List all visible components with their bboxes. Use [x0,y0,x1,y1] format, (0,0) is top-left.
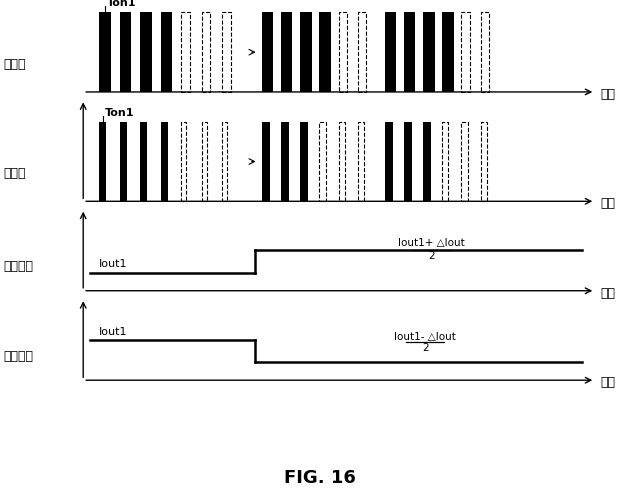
Bar [481,122,487,201]
Bar [385,12,396,92]
Bar [140,122,147,201]
Bar [358,122,364,201]
Text: Iout1: Iout1 [99,327,128,337]
Bar [481,12,489,92]
Bar [300,122,308,201]
Bar [281,12,292,92]
Bar [319,12,331,92]
Bar [358,12,367,92]
Text: 時間: 時間 [600,88,615,101]
Text: Iout1- △Iout: Iout1- △Iout [394,332,456,342]
Bar [339,122,345,201]
Bar [120,122,127,201]
Bar [222,122,227,201]
Bar [423,12,435,92]
Bar [339,12,347,92]
Bar [442,12,454,92]
Text: パルス: パルス [3,167,26,180]
Bar [404,12,415,92]
Bar [222,12,231,92]
Bar [99,12,111,92]
Bar [423,122,431,201]
Bar [404,122,412,201]
Bar [385,122,393,201]
Text: 2: 2 [422,343,429,353]
Bar [461,122,468,201]
Bar [281,122,289,201]
Text: 出力電流: 出力電流 [3,260,33,273]
Bar [181,122,186,201]
Bar [442,122,449,201]
Text: Ton1: Ton1 [107,0,136,8]
Text: 2: 2 [428,250,435,261]
Bar [319,122,326,201]
Text: パルス: パルス [3,58,26,71]
Bar [202,122,207,201]
Text: 時間: 時間 [600,376,615,389]
Text: 時間: 時間 [600,287,615,300]
Bar [262,12,273,92]
Text: Iout1+ △Iout: Iout1+ △Iout [398,238,465,248]
Text: Ton1: Ton1 [105,108,134,118]
Bar [181,12,190,92]
Bar [202,12,211,92]
Text: Iout1: Iout1 [99,259,128,269]
Bar [120,12,131,92]
Bar [161,12,172,92]
Bar [140,12,152,92]
Bar [161,122,168,201]
Text: FIG. 16: FIG. 16 [284,469,356,487]
Text: 出力電流: 出力電流 [3,350,33,363]
Bar [262,122,270,201]
Bar [99,122,106,201]
Text: 時間: 時間 [600,197,615,210]
Bar [461,12,470,92]
Bar [300,12,312,92]
